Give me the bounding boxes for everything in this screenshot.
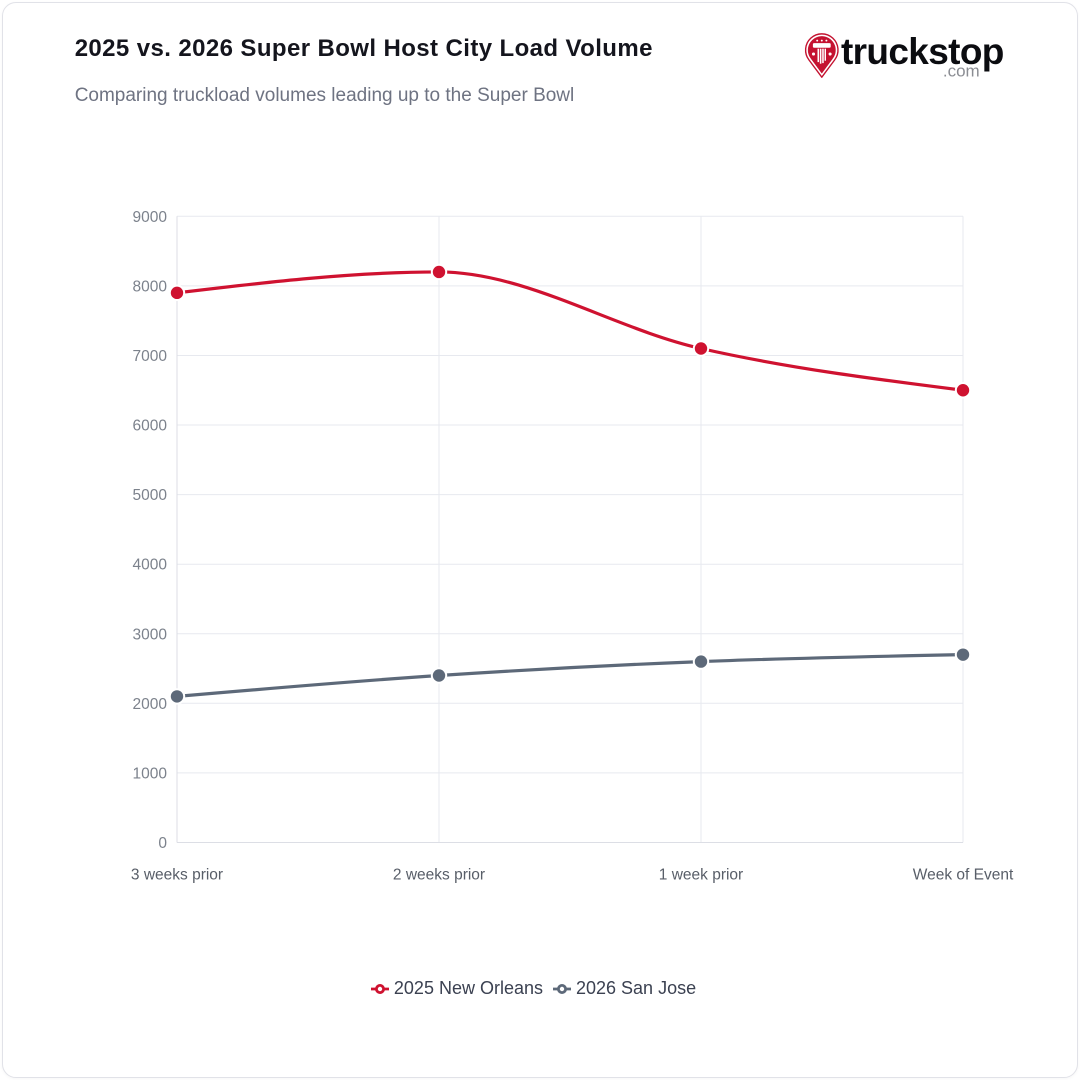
svg-text:9000: 9000 <box>133 209 168 226</box>
svg-text:7000: 7000 <box>133 348 168 365</box>
svg-text:8000: 8000 <box>133 278 168 295</box>
svg-text:0: 0 <box>158 835 167 852</box>
svg-text:1000: 1000 <box>133 765 168 782</box>
svg-text:Week of Event: Week of Event <box>913 867 1014 884</box>
svg-text:3000: 3000 <box>133 626 168 643</box>
svg-text:5000: 5000 <box>133 487 168 504</box>
svg-text:1 week prior: 1 week prior <box>659 867 743 884</box>
svg-text:6000: 6000 <box>133 418 168 435</box>
svg-text:.com: .com <box>943 62 980 81</box>
svg-text:3 weeks prior: 3 weeks prior <box>131 867 223 884</box>
svg-text:4000: 4000 <box>133 557 168 574</box>
svg-text:2000: 2000 <box>133 696 168 713</box>
svg-text:2 weeks prior: 2 weeks prior <box>393 867 485 884</box>
svg-text:truckstop: truckstop <box>841 31 1004 72</box>
